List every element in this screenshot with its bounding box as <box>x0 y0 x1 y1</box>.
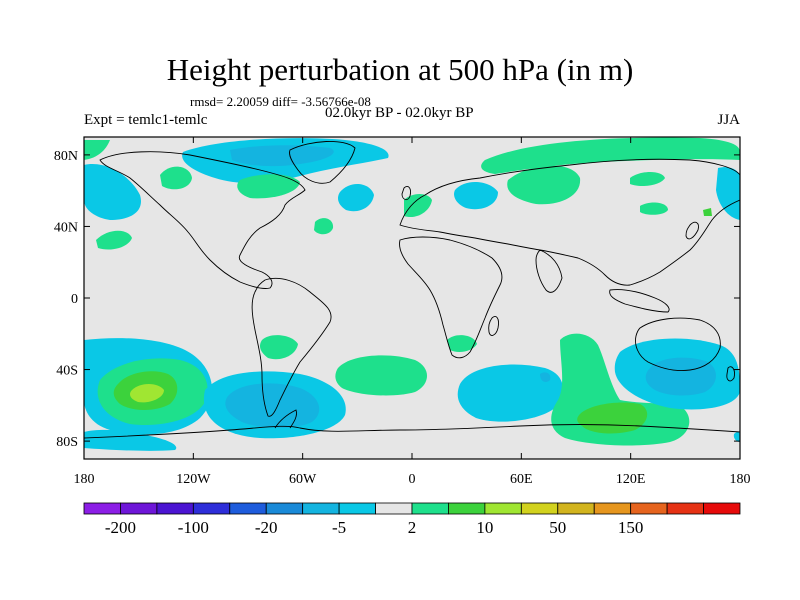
field-namerica-positive <box>160 166 192 190</box>
colorbar-swatch <box>666 502 704 515</box>
colorbar-label: -20 <box>254 518 278 537</box>
lon-tick-label: 0 <box>409 472 416 487</box>
coast-south-america <box>251 277 332 417</box>
lat-tick-label: 80N <box>54 149 78 164</box>
field-natlantic-negative <box>338 184 374 212</box>
colorbar-label: 2 <box>407 518 417 537</box>
field-npacific-negative <box>84 164 141 220</box>
lon-tick-label: 60W <box>289 472 317 487</box>
lon-axis: 180 120W 60W 0 60E 120E 180 <box>74 137 751 487</box>
field-antarctic-negative-east <box>733 431 740 442</box>
coast-antarctic-peninsula <box>274 409 297 429</box>
field-tropical-pacific-positive <box>96 230 132 250</box>
colorbar-swatch <box>411 502 449 515</box>
lat-axis: 80N 40N 0 40S 80S <box>54 149 740 450</box>
lon-tick-label: 120W <box>176 472 211 487</box>
lat-tick-label: 40S <box>56 364 78 379</box>
field-indian-negative-small <box>540 372 551 382</box>
coast-madagascar <box>488 316 499 336</box>
field-antarctica-negative <box>84 429 177 451</box>
coast-india <box>535 249 563 293</box>
colorbar-swatch <box>703 502 741 515</box>
colorbar-label: 10 <box>476 518 494 537</box>
colorbar-swatch <box>83 502 121 515</box>
lon-tick-label: 180 <box>74 472 95 487</box>
colorbar-swatch <box>229 502 267 515</box>
field-safrica-positive <box>447 335 477 352</box>
field-spacific-positive-peak <box>130 384 164 403</box>
lat-tick-label: 80S <box>56 435 78 450</box>
coast-new-zealand <box>726 366 735 382</box>
field-scand-positive <box>507 165 581 205</box>
colorbar-swatch <box>265 502 304 515</box>
coast-antarctica <box>84 424 740 439</box>
field-arctic-negative-core <box>230 145 334 167</box>
colorbar-swatch <box>192 502 231 515</box>
lon-tick-label: 180 <box>730 472 751 487</box>
field-pacific-positive <box>640 202 668 215</box>
lat-tick-label: 0 <box>71 292 78 307</box>
coast-greenland <box>289 140 356 184</box>
field-indian-negative <box>457 364 563 422</box>
coast-australia <box>635 317 721 371</box>
coast-british-isles <box>401 185 411 201</box>
colorbar-label: 150 <box>617 518 644 537</box>
field-northsea-positive <box>404 194 432 218</box>
field-siberia-positive <box>481 137 740 174</box>
lat-tick-label: 40N <box>54 220 78 235</box>
field-australia-negative-core <box>645 357 716 396</box>
field-samerica-positive <box>260 335 298 360</box>
colorbar-swatch <box>520 502 559 515</box>
coast-indonesia <box>609 289 670 313</box>
season-label: JJA <box>717 112 740 128</box>
plot-title: Height perturbation at 500 hPa (in m) <box>166 52 634 87</box>
field-alaska-positive <box>84 140 110 160</box>
colorbar-swatch <box>302 502 340 515</box>
field-natlantic-positive-small <box>314 218 334 235</box>
field-japan-positive <box>703 208 712 216</box>
field-europe-negative <box>454 181 498 210</box>
colorbar-swatch <box>630 502 668 515</box>
colorbar-swatch <box>484 502 522 515</box>
coastlines <box>84 140 740 439</box>
field-asia-positive <box>630 172 665 186</box>
colorbar-label: 50 <box>549 518 567 537</box>
coast-africa <box>399 236 503 359</box>
period-label: 02.0kyr BP - 02.0kyr BP <box>325 105 474 121</box>
lon-tick-label: 60E <box>510 472 533 487</box>
field-satlantic-positive <box>335 355 428 396</box>
colorbar-swatch <box>156 502 194 515</box>
colorbar-swatch <box>448 502 486 515</box>
colorbar-label: -200 <box>104 518 137 537</box>
colorbar-swatch <box>120 502 158 515</box>
colorbar-label: -100 <box>177 518 209 537</box>
colorbar-swatch <box>593 502 632 515</box>
colorbar-swatch <box>557 502 595 515</box>
colorbar-swatch <box>375 502 413 515</box>
stats-text: rmsd= 2.20059 diff= -3.56766e-08 <box>190 94 371 109</box>
coast-eurasia <box>399 158 740 286</box>
field-npacific-negative-east <box>716 167 740 220</box>
colorbar <box>83 502 741 515</box>
lon-tick-label: 120E <box>616 472 646 487</box>
field-canada-positive <box>237 174 300 199</box>
coast-japan <box>685 221 699 240</box>
colorbar-swatch <box>338 502 376 515</box>
coast-north-america <box>99 151 306 289</box>
experiment-label: Expt = temlc1-temlc <box>84 112 208 128</box>
colorbar-label: -5 <box>332 518 347 537</box>
